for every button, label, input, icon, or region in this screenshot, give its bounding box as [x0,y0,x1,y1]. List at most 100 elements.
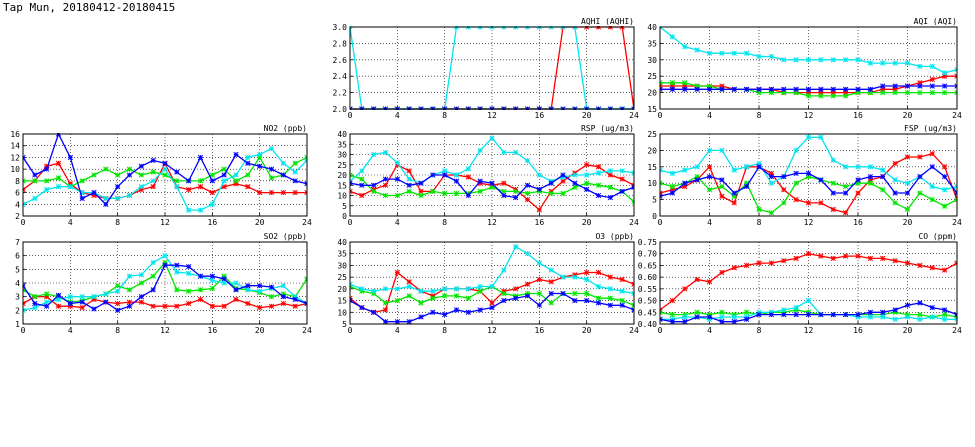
data-point [359,176,365,182]
data-point [954,73,957,79]
data-point [706,147,713,154]
chart-panel: AQHI (AQHI) 0 4 8 12 16 20 24 2.0 2.2 2.4 2.6 2.8 3.0 [333,17,639,120]
y-tick-label: 0.70 [638,250,657,259]
data-point [394,297,400,304]
data-point [917,190,923,196]
data-point [818,134,824,140]
data-point [855,177,861,183]
point-mark [350,178,353,182]
data-point [197,154,204,161]
data-point [453,293,460,299]
x-tick-label: 20 [255,326,265,335]
data-point [233,280,239,286]
point-mark [23,302,26,307]
y-tick-label: 0.50 [638,297,657,306]
data-point [382,286,389,292]
data-point [818,200,824,206]
data-point [660,316,663,322]
data-point [209,172,215,178]
data-point [268,175,275,181]
point-mark [304,191,307,196]
data-point [941,187,948,193]
data-point [584,162,590,168]
data-point [904,260,911,266]
y-tick-label: 2.8 [333,39,348,48]
data-point [781,258,787,264]
data-point [359,168,365,174]
y-tick-label: 35 [337,140,347,149]
x-tick-label: 12 [804,326,814,335]
data-point [394,176,400,182]
data-point [55,175,62,181]
data-point [174,178,180,184]
data-point [418,300,424,306]
x-tick-label: 0 [658,326,663,335]
data-point [830,255,836,262]
data-point [855,57,861,63]
data-point [32,178,38,184]
y-tick-label: 25 [337,273,347,282]
data-point [818,253,824,259]
data-point [805,93,812,99]
data-point [560,290,566,297]
data-point [115,307,121,313]
point-mark [631,106,634,110]
data-point [44,178,50,184]
data-point [477,283,483,290]
data-point [430,172,436,178]
data-point [103,166,109,172]
chart-title: SO2 (ppb) [264,232,307,241]
data-point [584,180,590,186]
y-tick-label: 2.6 [333,56,348,65]
data-point [501,180,507,186]
point-mark [631,307,634,311]
series-blue [23,262,307,313]
point-mark [954,83,957,87]
data-point [477,178,483,184]
data-point [572,172,578,178]
data-point [174,169,180,175]
data-point [197,296,204,303]
data-point [442,190,448,197]
series-green [350,172,634,205]
plot-frame [22,241,308,325]
data-point [682,86,688,92]
data-point [150,169,156,175]
point-mark [631,184,634,188]
chart-panel: CO (ppm) 0 4 8 12 16 20 24 0.40 0.45 0.50 0.55 0.60 0… [638,232,962,335]
y-tick-label: 0.45 [638,308,657,317]
plot-frame [659,133,958,217]
point-mark [954,91,957,96]
data-point [162,160,168,166]
data-point [768,180,775,186]
data-point [607,184,613,190]
point-mark [23,186,26,191]
data-point [138,280,144,286]
data-point [842,57,849,63]
data-point [489,180,495,186]
data-point [892,258,898,264]
data-point [209,189,215,196]
point-mark [631,290,634,295]
data-point [453,178,460,184]
data-point [584,172,590,178]
point-mark [954,196,957,201]
x-tick-label: 20 [582,326,592,335]
data-point [904,154,911,160]
data-point [595,164,602,170]
data-point [359,182,365,188]
data-point [855,311,861,318]
data-point [304,300,307,307]
data-point [477,188,483,195]
data-point [818,311,824,318]
data-point [929,196,935,203]
chart-panel: O3 (ppb) 0 4 8 12 16 20 24 5 10 15 20 25 30 35 40 [337,232,639,335]
data-point [682,44,688,50]
data-point [138,163,144,169]
data-point [572,274,578,280]
y-tick-label: 0.60 [638,273,657,282]
data-point [595,269,602,276]
data-point [32,304,38,311]
data-point [501,192,507,199]
